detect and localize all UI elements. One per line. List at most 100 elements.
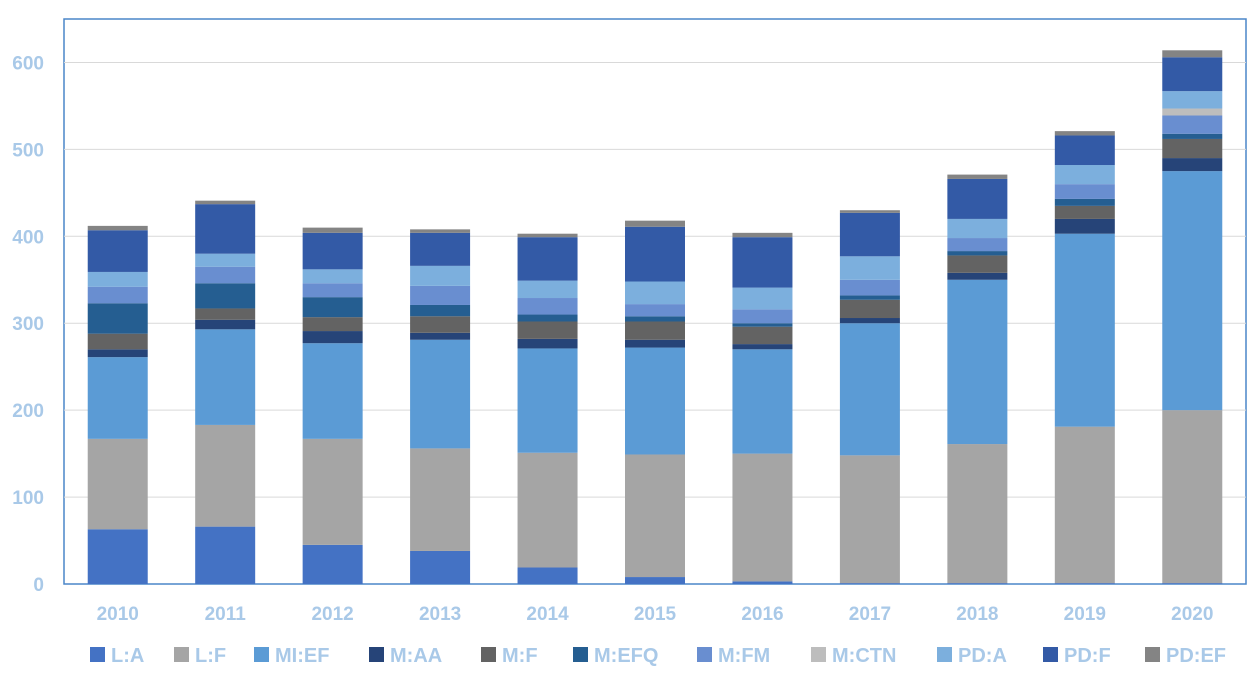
y-tick-label: 600	[12, 53, 44, 74]
y-tick-label: 300	[12, 314, 44, 335]
bar-segment-m-efq-2017	[839, 295, 900, 300]
bar-segment-m-fm-2015	[625, 304, 685, 317]
bar-segment-l-a-2011	[195, 526, 256, 584]
bar-segment-pd-f-2019	[1054, 135, 1115, 166]
bar-segment-l-a-2016	[732, 581, 793, 584]
bar-segment-pd-f-2010	[87, 230, 148, 272]
bar-segment-l-a-2015	[625, 577, 685, 584]
legend-swatch	[937, 647, 952, 662]
bar-segment-mi-ef-2011	[195, 329, 256, 425]
bar-segment-pd-ef-2013	[410, 229, 471, 233]
bar-segment-m-fm-2016	[732, 309, 793, 324]
bar-segment-l-f-2019	[1054, 426, 1115, 584]
bar-segment-m-efq-2014	[517, 314, 578, 322]
bar-segment-l-f-2013	[410, 448, 471, 551]
x-axis: 2010 2011 2012 2013 2014 2015 2016 2017 2018 2019…	[97, 604, 1214, 625]
legend-label: M:AA	[390, 645, 442, 667]
bar-segment-mi-ef-2015	[625, 347, 685, 455]
bar-segment-m-efq-2011	[195, 283, 256, 309]
bar-segment-m-aa-2011	[195, 319, 256, 330]
bar-segment-pd-ef-2012	[302, 227, 363, 233]
bar-segment-mi-ef-2014	[517, 348, 578, 453]
bar-segment-m-f-2015	[625, 321, 685, 340]
bar-segment-m-fm-2019	[1054, 184, 1115, 199]
bar-segment-m-aa-2010	[87, 349, 148, 358]
bar-segment-m-f-2011	[195, 308, 256, 320]
bar-segment-mi-ef-2017	[839, 323, 900, 456]
bar-segment-m-f-2017	[839, 299, 900, 319]
bar-segment-l-a-2014	[517, 567, 578, 584]
bar-segment-m-f-2014	[517, 321, 578, 339]
legend-label: M:EFQ	[594, 645, 658, 667]
x-tick-label: 2015	[634, 604, 677, 625]
bar-segment-pd-f-2017	[839, 212, 900, 257]
bar-segment-mi-ef-2010	[87, 357, 148, 439]
bar-segment-l-f-2011	[195, 424, 256, 527]
bar-segment-pd-f-2015	[625, 226, 685, 282]
bar-segment-l-f-2012	[302, 438, 363, 545]
legend-swatch	[481, 647, 496, 662]
bar-segment-pd-a-2020	[1162, 91, 1223, 109]
y-tick-label: 200	[12, 401, 44, 422]
bar-segment-l-f-2014	[517, 452, 578, 568]
y-tick-label: 100	[12, 488, 44, 509]
bar-segment-m-f-2012	[302, 317, 363, 332]
legend-label: PD:F	[1064, 645, 1111, 667]
legend-label: PD:A	[958, 645, 1007, 667]
bar-segment-m-efq-2016	[732, 323, 793, 327]
bar-segment-mi-ef-2013	[410, 339, 471, 449]
bar-segment-l-f-2010	[87, 438, 148, 530]
legend-label: L:F	[195, 645, 226, 667]
bar-segment-pd-a-2019	[1054, 165, 1115, 185]
legend-swatch	[174, 647, 189, 662]
legend-label: M:F	[502, 645, 538, 667]
x-tick-label: 2018	[956, 604, 998, 625]
y-tick-label: 500	[12, 140, 44, 161]
bar-segment-m-efq-2020	[1162, 133, 1223, 139]
bar-segment-pd-a-2017	[839, 256, 900, 280]
bar-segment-m-f-2013	[410, 316, 471, 333]
bar-segment-pd-ef-2018	[947, 174, 1008, 179]
bar-segment-m-fm-2018	[947, 238, 1008, 252]
bar-segment-pd-ef-2020	[1162, 50, 1223, 58]
bar-segment-m-fm-2011	[195, 266, 256, 284]
bar-segment-l-a-2020	[1162, 583, 1223, 584]
legend-swatch	[1043, 647, 1058, 662]
bar-segment-pd-a-2018	[947, 218, 1008, 239]
bar-segment-m-f-2010	[87, 333, 148, 350]
legend-swatch	[811, 647, 826, 662]
bar-segment-pd-a-2016	[732, 287, 793, 310]
bar-segment-l-a-2019	[1054, 583, 1115, 584]
bar-segment-pd-f-2013	[410, 232, 471, 266]
bar-segment-l-a-2010	[87, 529, 148, 584]
x-tick-label: 2012	[311, 604, 353, 625]
bar-segment-m-fm-2010	[87, 286, 148, 304]
bar-segment-mi-ef-2019	[1054, 233, 1115, 427]
bar-segment-m-aa-2018	[947, 272, 1008, 280]
bar-segment-pd-a-2014	[517, 280, 578, 299]
x-tick-label: 2013	[419, 604, 461, 625]
bar-segment-m-f-2020	[1162, 138, 1223, 159]
bar-segment-m-ctn-2020	[1162, 108, 1223, 116]
bar-segment-m-fm-2014	[517, 298, 578, 315]
bar-segment-m-efq-2019	[1054, 198, 1115, 206]
bar-segment-pd-ef-2019	[1054, 131, 1115, 136]
bar-segment-l-f-2017	[839, 455, 900, 584]
y-axis: 0 100 200 300 400 500 600	[12, 53, 44, 596]
bar-segment-mi-ef-2018	[947, 279, 1008, 445]
x-tick-label: 2016	[741, 604, 783, 625]
x-tick-label: 2019	[1064, 604, 1106, 625]
x-tick-label: 2020	[1171, 604, 1213, 625]
bar-segment-mi-ef-2012	[302, 343, 363, 439]
bar-segment-m-aa-2020	[1162, 158, 1223, 172]
bar-segment-m-f-2018	[947, 255, 1008, 273]
bar-segment-pd-ef-2017	[839, 210, 900, 213]
legend-label: L:A	[111, 645, 144, 667]
gridlines	[64, 61, 1246, 498]
legend-label: MI:EF	[275, 645, 329, 667]
bar-segment-m-aa-2019	[1054, 218, 1115, 234]
bar-segment-l-a-2018	[947, 583, 1008, 584]
x-tick-label: 2014	[526, 604, 569, 625]
